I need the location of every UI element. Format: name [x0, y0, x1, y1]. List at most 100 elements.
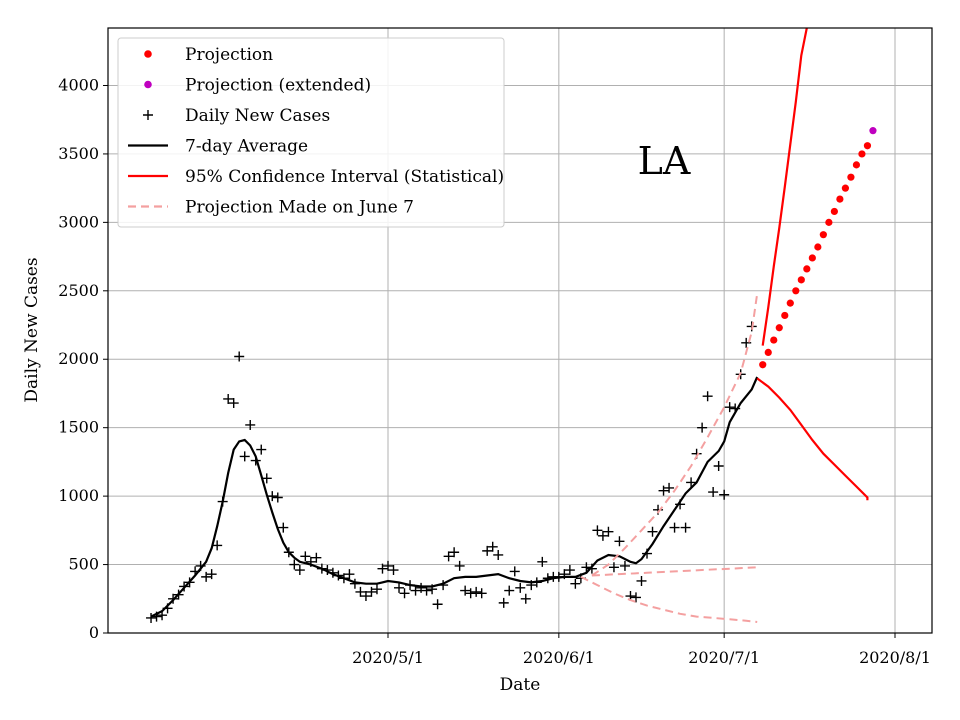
data-point-daily-case — [520, 593, 531, 604]
legend-label: Projection Made on June 7 — [185, 198, 414, 218]
data-point-daily-case — [697, 422, 708, 433]
legend-label: 7-day Average — [185, 137, 308, 157]
series-line-projection-made-on-june-7-upper — [591, 293, 759, 577]
data-point-daily-case — [581, 562, 592, 573]
y-tick-label: 0 — [89, 623, 99, 642]
data-point-projection — [781, 311, 789, 320]
series-line-95-ci-lower — [756, 377, 869, 501]
series-line-projection-made-on-june-7-mid — [591, 566, 758, 577]
data-point-daily-case — [493, 549, 504, 560]
legend-box — [117, 37, 505, 228]
data-point-daily-case — [669, 522, 680, 533]
data-point-daily-case — [476, 588, 487, 599]
data-point-daily-case — [482, 545, 493, 556]
legend-marker — [143, 110, 153, 120]
data-point-projection — [764, 348, 772, 357]
data-point-daily-case — [371, 584, 382, 595]
data-point-daily-case — [223, 393, 234, 404]
data-point-daily-case — [272, 492, 283, 503]
data-point-daily-case — [537, 556, 548, 567]
data-point-projection — [852, 161, 861, 169]
data-point-daily-case — [614, 536, 625, 547]
data-point-daily-case — [394, 582, 405, 593]
chart-annotation-la: LA — [638, 139, 691, 183]
series-projection-made-on-june-7-upper — [591, 293, 759, 577]
data-point-projection — [775, 324, 783, 332]
y-tick-label: 4000 — [58, 75, 99, 94]
data-point-daily-case — [741, 337, 752, 348]
legend-marker — [144, 80, 152, 89]
data-point-daily-case — [487, 541, 498, 552]
data-point-projection — [814, 243, 822, 251]
data-point-daily-case — [432, 599, 443, 610]
y-axis-title: Daily New Cases — [22, 257, 42, 402]
data-point-daily-case — [239, 451, 250, 462]
legend-label: 95% Confidence Interval (Statistical) — [185, 167, 504, 187]
y-tick-label: 3000 — [58, 212, 99, 231]
data-point-daily-case — [212, 540, 223, 551]
data-point-daily-case — [724, 402, 735, 413]
data-point-daily-case — [388, 565, 399, 576]
data-point-daily-case — [509, 566, 520, 577]
data-point-daily-case — [504, 585, 515, 596]
plot-frame — [107, 27, 933, 634]
data-point-daily-case — [278, 522, 289, 533]
data-point-daily-case — [355, 586, 366, 597]
data-point-daily-case — [234, 351, 245, 362]
data-point-daily-case — [449, 547, 460, 558]
data-point-daily-case — [245, 419, 256, 430]
legend-marker — [144, 50, 152, 58]
series-projection-made-on-june-7-mid — [591, 566, 758, 577]
data-point-projection-extended — [869, 127, 877, 135]
x-tick-label: 2020/6/1 — [523, 648, 595, 667]
data-point-projection — [830, 207, 838, 216]
data-point-daily-case — [146, 612, 157, 623]
y-axis-ticks: 0 500 1000 1500 2000 2500 3000 3500 4000 — [58, 75, 108, 642]
data-point-daily-case — [636, 575, 647, 586]
data-point-daily-case — [680, 522, 691, 533]
data-point-daily-case — [647, 526, 658, 537]
data-point-daily-case — [416, 582, 427, 593]
data-point-projection — [786, 299, 794, 307]
series-7-day-average — [150, 376, 759, 618]
data-point-daily-case — [454, 560, 465, 571]
data-point-daily-case — [592, 525, 603, 536]
data-point-daily-case — [465, 588, 476, 599]
data-point-daily-case — [383, 560, 393, 571]
data-point-projection — [863, 142, 872, 150]
data-point-daily-case — [289, 559, 300, 570]
series-95-ci-lower — [756, 377, 869, 501]
y-tick-label: 1000 — [58, 486, 99, 505]
series-clip-group — [146, 28, 877, 623]
data-point-daily-case — [311, 552, 322, 563]
data-point-daily-case — [344, 569, 355, 580]
x-axis-title: Date — [500, 675, 541, 695]
data-point-daily-case — [564, 565, 575, 576]
y-tick-label: 500 — [68, 555, 99, 574]
data-point-daily-case — [603, 526, 614, 537]
data-point-projection — [759, 361, 767, 369]
series-projection — [759, 142, 872, 369]
data-point-projection — [770, 336, 778, 344]
data-point-daily-case — [515, 582, 526, 593]
data-point-daily-case — [708, 487, 719, 498]
data-point-daily-case — [686, 477, 697, 488]
data-point-daily-case — [597, 530, 608, 541]
data-point-daily-case — [619, 560, 630, 571]
x-axis-ticks: 2020/5/1 2020/6/1 2020/7/1 2020/8/1 — [352, 633, 931, 667]
series-layer — [146, 28, 877, 623]
legend-item-95-confidence-interval-statistical: 95% Confidence Interval (Statistical) — [128, 167, 504, 187]
data-point-daily-case — [664, 482, 675, 493]
x-tick-label: 2020/8/1 — [859, 648, 931, 667]
data-point-projection — [825, 218, 833, 226]
legend-item-projection: Projection — [144, 45, 273, 65]
data-point-projection — [836, 195, 844, 203]
y-tick-label: 2500 — [58, 281, 99, 300]
data-point-projection — [847, 173, 855, 181]
data-point-daily-case — [658, 485, 669, 496]
series-line-projection-made-on-june-7-lower — [580, 576, 758, 623]
data-point-daily-case — [360, 591, 371, 602]
data-point-daily-case — [498, 597, 509, 608]
data-point-daily-case — [294, 565, 305, 576]
